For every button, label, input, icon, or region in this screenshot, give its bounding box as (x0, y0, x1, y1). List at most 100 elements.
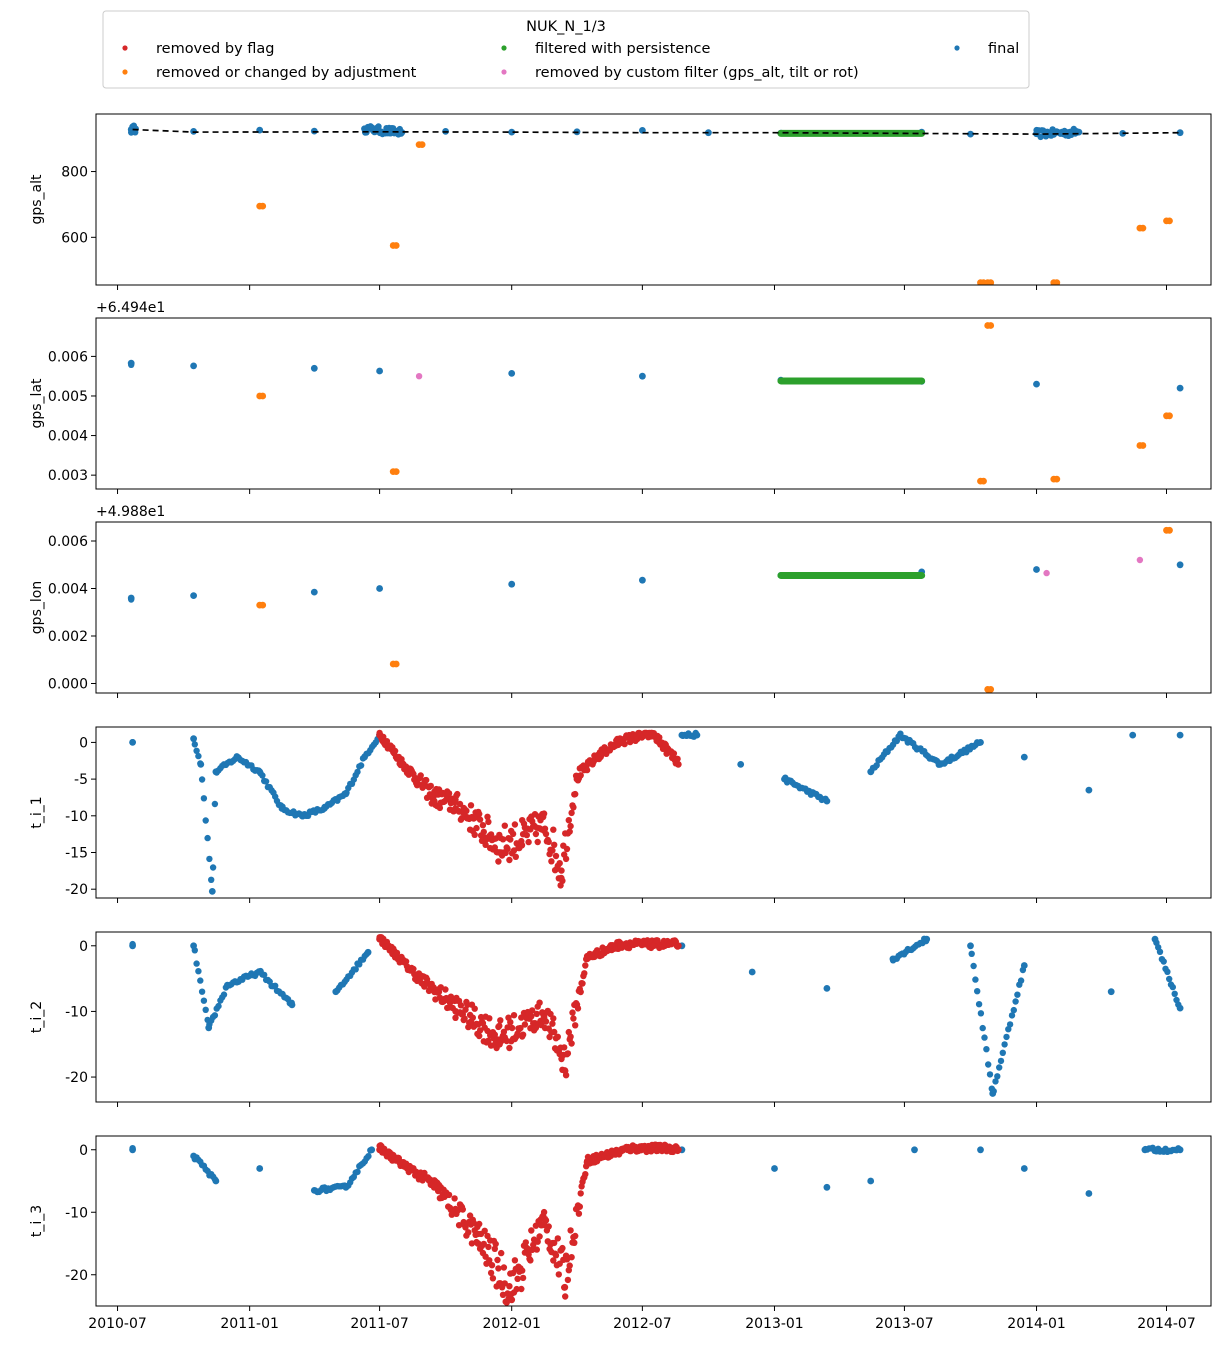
flag-point (564, 1276, 572, 1284)
flag-point (558, 867, 565, 874)
y-axis-label: t_i_3 (29, 1205, 45, 1237)
final-point (693, 731, 701, 739)
final-point (212, 768, 220, 776)
final-point (220, 991, 228, 998)
flag-point (503, 1037, 510, 1045)
flag-point (540, 810, 548, 817)
flag-point (464, 1001, 471, 1008)
flag-point (457, 1002, 465, 1009)
flag-point (556, 860, 563, 867)
adjusted-point (259, 392, 267, 400)
final-point (202, 1006, 209, 1013)
series-removed-by-flag (376, 1141, 682, 1306)
flag-point (577, 1190, 584, 1197)
series-final (129, 935, 1184, 1097)
flag-point (474, 1240, 482, 1247)
legend-label: removed by flag (156, 41, 275, 57)
x-tick-label: 2013-07 (875, 1316, 934, 1332)
flag-point (568, 1040, 575, 1047)
plot-area (129, 934, 1184, 1097)
flag-point (583, 1158, 591, 1166)
final-point (310, 1187, 318, 1194)
axes-frame (95, 521, 1212, 694)
final-point (639, 576, 646, 584)
flag-point (488, 1262, 496, 1269)
flag-point (376, 731, 383, 739)
flag-point (467, 802, 475, 809)
final-point (989, 1090, 997, 1097)
final-point (361, 125, 368, 133)
final-point (823, 985, 831, 992)
flag-point (492, 1240, 499, 1248)
final-point (1166, 975, 1173, 983)
final-point (867, 768, 875, 776)
flag-point (383, 738, 391, 745)
flag-point (559, 1244, 566, 1252)
flag-point (573, 775, 581, 783)
flag-point (480, 828, 487, 836)
final-point (508, 370, 516, 377)
legend-label: final (988, 41, 1019, 57)
y-offset-label: +4.988e1 (96, 504, 165, 520)
final-point (1107, 988, 1115, 996)
adjusted-point (259, 601, 267, 609)
final-point (354, 1168, 361, 1176)
final-point (198, 988, 206, 995)
final-point (1176, 384, 1184, 392)
flag-point (491, 1031, 498, 1038)
y-axis-label: gps_alt (29, 174, 45, 225)
flag-point (552, 852, 560, 860)
flag-point (471, 1005, 478, 1012)
final-point (200, 795, 208, 802)
flag-point (496, 1022, 503, 1030)
final-point (224, 981, 231, 989)
series-final (127, 561, 1184, 603)
flag-point (512, 853, 519, 860)
final-point (357, 762, 365, 769)
flag-point (496, 849, 503, 856)
y-axis-label: gps_lat (29, 378, 45, 429)
flag-point (522, 1239, 529, 1246)
flag-point (574, 1005, 582, 1012)
final-point (191, 741, 198, 748)
final-point (967, 942, 974, 950)
final-point (195, 968, 202, 975)
flag-point (562, 1293, 569, 1300)
final-point (1151, 935, 1159, 943)
adjusted-point (987, 279, 995, 285)
adjusted-point (1139, 442, 1147, 449)
flag-point (461, 1015, 468, 1022)
flag-point (499, 836, 507, 843)
final-point (1020, 753, 1028, 761)
flag-point (476, 1032, 483, 1040)
flag-point (508, 1024, 516, 1032)
final-point (234, 753, 241, 761)
flag-point (504, 845, 511, 853)
flag-point (656, 734, 663, 741)
final-point (376, 585, 383, 592)
final-point (1085, 786, 1093, 794)
flag-point (486, 1015, 493, 1022)
final-point (190, 942, 198, 950)
final-point (1176, 1004, 1184, 1012)
flag-point (462, 1006, 469, 1013)
final-point (206, 855, 213, 863)
final-point (678, 731, 686, 739)
final-point (977, 739, 984, 746)
final-point (1169, 983, 1177, 991)
plot-area (129, 729, 1184, 895)
flag-point (595, 753, 602, 761)
final-point (1164, 968, 1171, 975)
flag-point (654, 937, 661, 944)
final-point (999, 1049, 1006, 1057)
adjusted-point (1053, 279, 1061, 285)
flag-point (521, 1021, 529, 1028)
final-point (256, 968, 264, 976)
final-point (320, 805, 328, 812)
final-point (288, 1001, 296, 1009)
final-point (200, 997, 208, 1004)
final-point (1017, 977, 1025, 984)
